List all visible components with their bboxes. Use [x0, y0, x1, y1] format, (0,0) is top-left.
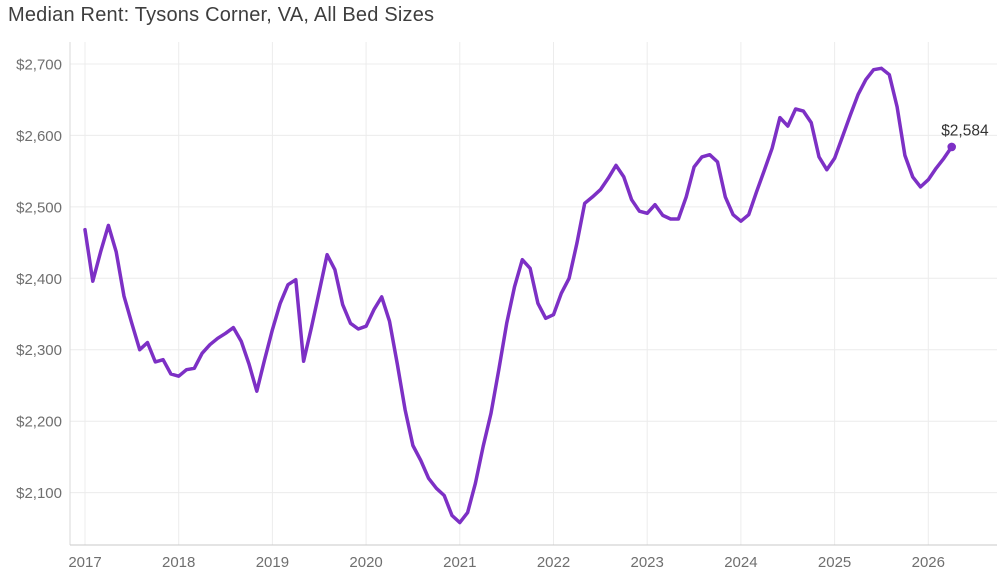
y-tick-label: $2,700	[16, 57, 62, 74]
chart-title: Median Rent: Tysons Corner, VA, All Bed …	[8, 4, 435, 26]
last-value-annotation: $2,584	[941, 122, 989, 139]
x-tick-label: 2023	[631, 554, 664, 571]
x-tick-label: 2019	[256, 554, 289, 571]
y-tick-label: $2,600	[16, 128, 62, 145]
x-tick-label: 2026	[912, 554, 945, 571]
x-tick-label: 2017	[68, 554, 101, 571]
x-tick-label: 2020	[349, 554, 382, 571]
x-tick-label: 2021	[443, 554, 476, 571]
y-tick-label: $2,100	[16, 485, 62, 502]
x-tick-label: 2025	[818, 554, 851, 571]
median-rent-line	[83, 66, 954, 525]
last-point-marker	[947, 142, 956, 152]
y-tick-label: $2,300	[16, 342, 62, 359]
x-tick-label: 2024	[724, 554, 757, 571]
y-tick-label: $2,500	[16, 199, 62, 216]
x-tick-label: 2018	[162, 554, 195, 571]
y-tick-label: $2,200	[16, 414, 62, 431]
y-tick-label: $2,400	[16, 271, 62, 288]
x-tick-label: 2022	[537, 554, 570, 571]
